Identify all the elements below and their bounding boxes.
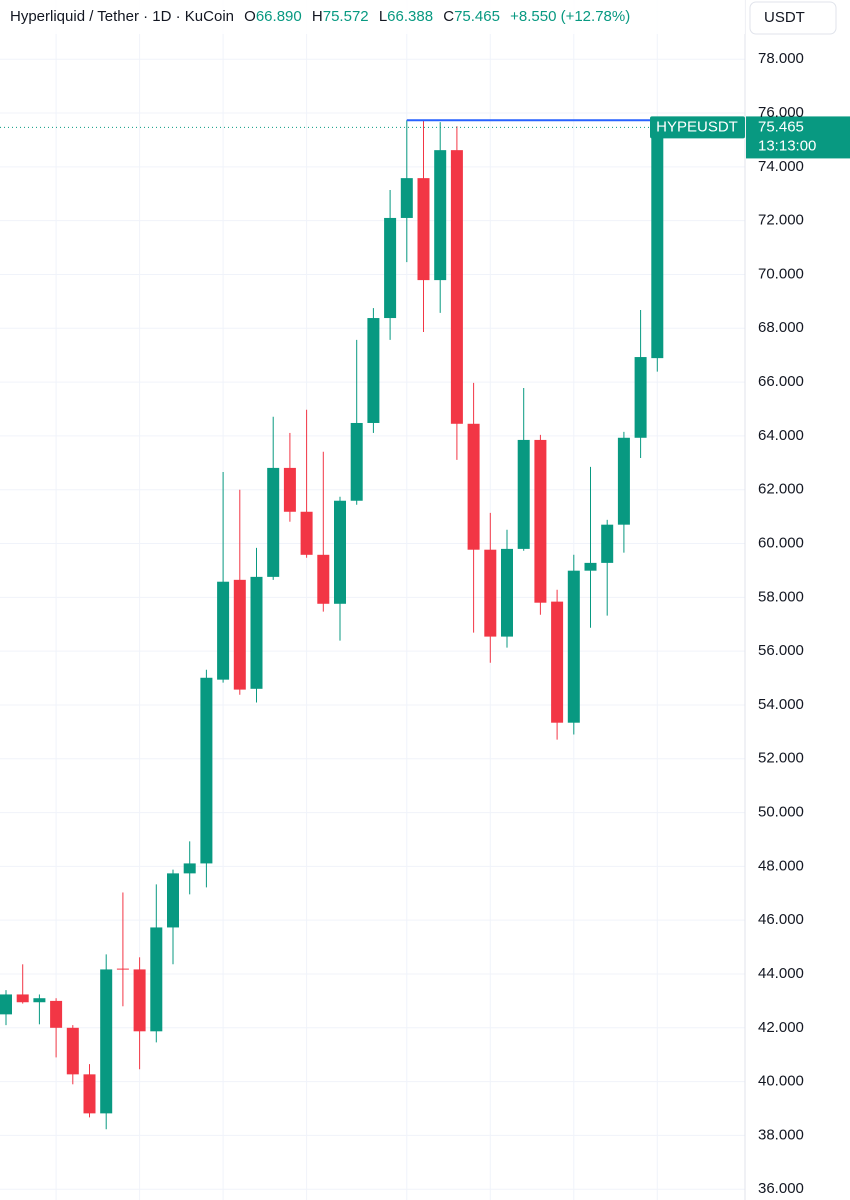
y-tick-label: 66.000 <box>758 373 804 390</box>
candle-body <box>66 1027 79 1075</box>
o-value: 66.890 <box>256 8 302 25</box>
candle-body <box>334 500 346 604</box>
y-tick-label: 50.000 <box>758 804 804 821</box>
l-value: 66.388 <box>387 8 433 25</box>
candle-body <box>83 1074 96 1114</box>
change: +8.550 (+12.78%) <box>510 8 630 25</box>
candle-body <box>317 554 330 604</box>
candle-body <box>116 968 129 970</box>
candle-body <box>651 127 664 359</box>
candle-body <box>517 439 530 549</box>
y-tick-label: 64.000 <box>758 427 804 444</box>
candle-body <box>601 524 614 563</box>
header-bg <box>0 0 745 34</box>
candle-body <box>467 423 480 550</box>
y-tick-label: 58.000 <box>758 588 804 605</box>
y-tick-label: 42.000 <box>758 1019 804 1036</box>
candle-body <box>183 863 196 874</box>
candle-body <box>400 178 413 218</box>
c-value: 75.465 <box>454 8 500 25</box>
candle-body <box>434 150 447 281</box>
symbol-tag <box>650 116 745 139</box>
y-tick-label: 78.000 <box>758 50 804 67</box>
candle-body <box>100 969 113 1114</box>
candle-body <box>384 217 397 319</box>
y-tick-label: 48.000 <box>758 857 804 874</box>
y-tick-label: 36.000 <box>758 1180 804 1197</box>
candle-body <box>450 150 463 424</box>
y-tick-label: 62.000 <box>758 481 804 498</box>
l-label: L <box>379 8 387 25</box>
legend-ohlc: Hyperliquid / Tether · 1D · KuCoin O66.8… <box>10 8 630 25</box>
currency-button[interactable] <box>749 1 837 35</box>
y-tick-label: 68.000 <box>758 319 804 336</box>
y-tick-label: 38.000 <box>758 1126 804 1143</box>
candle-body <box>551 601 564 723</box>
candle-body <box>300 511 313 555</box>
y-tick-label: 76.000 <box>758 104 804 121</box>
y-tick-label: 60.000 <box>758 534 804 551</box>
y-tick-label: 40.000 <box>758 1073 804 1090</box>
y-tick-label: 72.000 <box>758 212 804 229</box>
candle-body <box>50 1000 63 1028</box>
candle-body <box>534 439 547 603</box>
y-tick-label: 70.000 <box>758 265 804 282</box>
y-tick-label: 44.000 <box>758 965 804 982</box>
candle-body <box>233 579 246 690</box>
candle-body <box>617 437 630 525</box>
overlay: HYPEUSDT 75.465 13:13:00 <box>0 116 850 159</box>
vertical-grid <box>55 0 658 1200</box>
candle-body <box>150 927 163 1032</box>
candle-body <box>584 562 597 571</box>
candle-body <box>133 969 146 1032</box>
candle-body <box>0 994 12 1015</box>
candle-body <box>167 873 179 928</box>
candle-body <box>16 994 29 1003</box>
countdown-label: 13:13:00 <box>758 137 816 154</box>
price-tag <box>746 116 850 159</box>
currency-button-label[interactable]: USDT <box>764 9 805 26</box>
o-label: O <box>244 8 256 25</box>
y-tick-label: 54.000 <box>758 696 804 713</box>
candle-body <box>267 467 280 577</box>
candles <box>0 120 664 1130</box>
candle-body <box>567 570 580 723</box>
y-tick-label: 46.000 <box>758 911 804 928</box>
y-axis: 36.000 38.000 40.000 42.000 44.000 46.000 48.0… <box>758 50 804 1197</box>
candle-body <box>250 576 263 689</box>
candle-body <box>350 422 363 501</box>
candle-body <box>417 178 430 281</box>
candle-body <box>200 677 213 864</box>
candle-body <box>33 998 46 1003</box>
y-tick-label: 74.000 <box>758 158 804 175</box>
candle-body <box>634 357 647 438</box>
y-tick-label: 52.000 <box>758 750 804 767</box>
candle-body <box>283 467 296 512</box>
h-label: H <box>312 8 323 25</box>
candle-body <box>217 581 230 680</box>
y-tick-label: 56.000 <box>758 642 804 659</box>
c-label: C <box>443 8 454 25</box>
h-value: 75.572 <box>323 8 369 25</box>
candle-body <box>484 549 497 637</box>
candle-body <box>367 318 380 423</box>
symbol-tag-label: HYPEUSDT <box>656 118 738 135</box>
price-tag-label: 75.465 <box>758 118 804 135</box>
candle-body <box>501 548 513 637</box>
symbol-title: Hyperliquid / Tether · 1D · KuCoin <box>10 8 234 25</box>
